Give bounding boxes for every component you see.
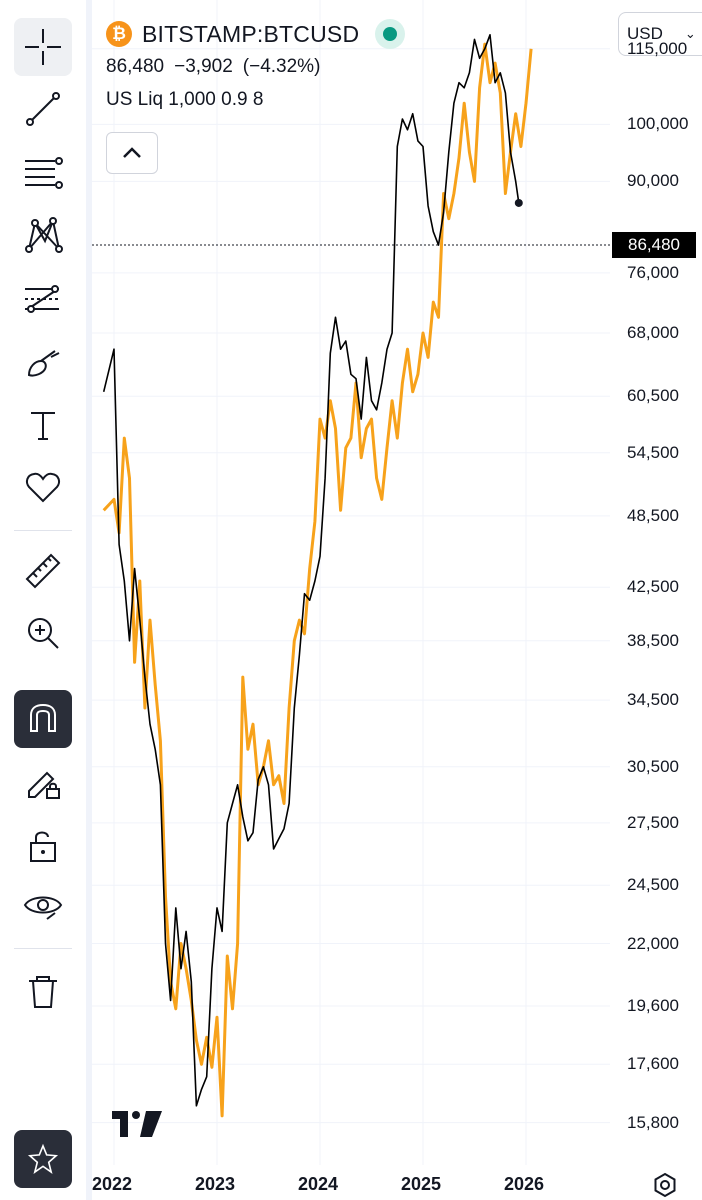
collapse-legend-button[interactable] bbox=[106, 132, 158, 174]
lock-drawings-pencil-tool[interactable] bbox=[14, 752, 72, 810]
crosshair-tool[interactable] bbox=[14, 18, 72, 76]
pattern-icon bbox=[25, 217, 63, 253]
toolbar-divider bbox=[14, 530, 72, 531]
chart-legend: ₿ BITSTAMP:BTCUSD 86,480 −3,902 (−4.32%) U… bbox=[106, 18, 406, 111]
favorites-button[interactable] bbox=[14, 1130, 72, 1188]
price-tick-label: 115,000 bbox=[627, 38, 688, 58]
text-icon bbox=[31, 412, 55, 440]
heart-icon bbox=[25, 472, 61, 503]
remove-drawings-tool[interactable] bbox=[14, 962, 72, 1020]
price-tick-label: 68,000 bbox=[627, 323, 679, 343]
time-tick-label: 2022 bbox=[92, 1174, 133, 1194]
price-tick-label: 34,500 bbox=[627, 690, 679, 710]
price-tick-label: 48,500 bbox=[627, 505, 679, 525]
quote-row: 86,480 −3,902 (−4.32%) bbox=[106, 56, 405, 78]
crosshair-icon bbox=[25, 29, 61, 65]
us-liquidity-line[interactable] bbox=[102, 42, 533, 1118]
price-tick-label: 27,500 bbox=[627, 812, 679, 832]
forecast-tool[interactable] bbox=[14, 270, 72, 328]
currency-selector[interactable]: USD ⌄ bbox=[618, 12, 702, 56]
lock-icon bbox=[30, 831, 56, 862]
measure-tool[interactable] bbox=[14, 542, 72, 600]
current-price-label: 86,480 bbox=[612, 232, 696, 258]
chevron-up-icon bbox=[123, 147, 141, 158]
time-tick-label: 2025 bbox=[401, 1174, 442, 1194]
trend-line-tool[interactable] bbox=[14, 80, 72, 138]
price-tick-label: 15,800 bbox=[627, 1112, 679, 1132]
price-tick-label: 22,000 bbox=[627, 933, 679, 953]
tradingview-logo[interactable] bbox=[112, 1111, 162, 1137]
eye-icon bbox=[23, 896, 63, 920]
price-change: −3,902 bbox=[174, 56, 233, 77]
fib-icon bbox=[25, 157, 63, 189]
ruler-icon bbox=[25, 553, 61, 589]
price-tick-label: 42,500 bbox=[627, 577, 679, 597]
last-price-dot bbox=[514, 198, 523, 207]
magnet-tool[interactable] bbox=[14, 690, 72, 748]
price-tick-label: 76,000 bbox=[627, 262, 679, 282]
price-tick-label: 24,500 bbox=[627, 875, 679, 895]
currency-label: USD bbox=[627, 24, 663, 43]
pencil-lock-icon bbox=[28, 771, 60, 799]
price-tick-label: 17,600 bbox=[627, 1054, 679, 1074]
drawing-toolbar bbox=[0, 0, 86, 1200]
chevron-down-icon: ⌄ bbox=[684, 26, 696, 41]
toolbar-separator bbox=[86, 0, 92, 1200]
market-status-icon[interactable] bbox=[375, 19, 406, 49]
price-tick-label: 100,000 bbox=[627, 114, 689, 134]
favorite-drawings-tool[interactable] bbox=[14, 458, 72, 516]
price-tick-label: 38,500 bbox=[627, 630, 679, 650]
price-tick-label: 90,000 bbox=[627, 171, 679, 191]
trash-icon bbox=[29, 976, 57, 1008]
indicator-label[interactable]: US Liq 1,000 0.9 8 bbox=[106, 89, 264, 110]
star-icon bbox=[27, 1143, 59, 1175]
price-change-pct: (−4.32%) bbox=[242, 56, 321, 77]
fib-tool[interactable] bbox=[14, 144, 72, 202]
brush-tool[interactable] bbox=[14, 334, 72, 392]
time-tick-label: 2023 bbox=[195, 1174, 236, 1194]
pattern-tool[interactable] bbox=[14, 206, 72, 264]
symbol-name[interactable]: BITSTAMP:BTCUSD bbox=[142, 20, 360, 47]
price-tick-label: 19,600 bbox=[627, 996, 679, 1016]
forecast-icon bbox=[25, 285, 59, 313]
toolbar-divider bbox=[14, 948, 72, 949]
trend-line-icon bbox=[26, 92, 60, 126]
lock-all-tool[interactable] bbox=[14, 816, 72, 874]
text-tool[interactable] bbox=[14, 396, 72, 454]
brush-icon bbox=[27, 350, 60, 377]
magnet-icon bbox=[30, 703, 56, 732]
price-tick-label: 54,500 bbox=[627, 442, 679, 462]
time-tick-label: 2024 bbox=[298, 1174, 339, 1194]
price-tick-label: 60,500 bbox=[627, 386, 679, 406]
btc-logo-icon: ₿ bbox=[106, 21, 132, 47]
settings-icon[interactable] bbox=[652, 1172, 678, 1198]
zoom-in-icon bbox=[28, 618, 59, 649]
price-tick-label: 30,500 bbox=[627, 756, 679, 776]
zoom-in-tool[interactable] bbox=[14, 604, 72, 662]
hide-drawings-tool[interactable] bbox=[14, 876, 72, 934]
last-price: 86,480 bbox=[106, 56, 165, 77]
btc-price-line[interactable] bbox=[102, 33, 520, 1107]
time-tick-label: 2026 bbox=[504, 1174, 545, 1194]
